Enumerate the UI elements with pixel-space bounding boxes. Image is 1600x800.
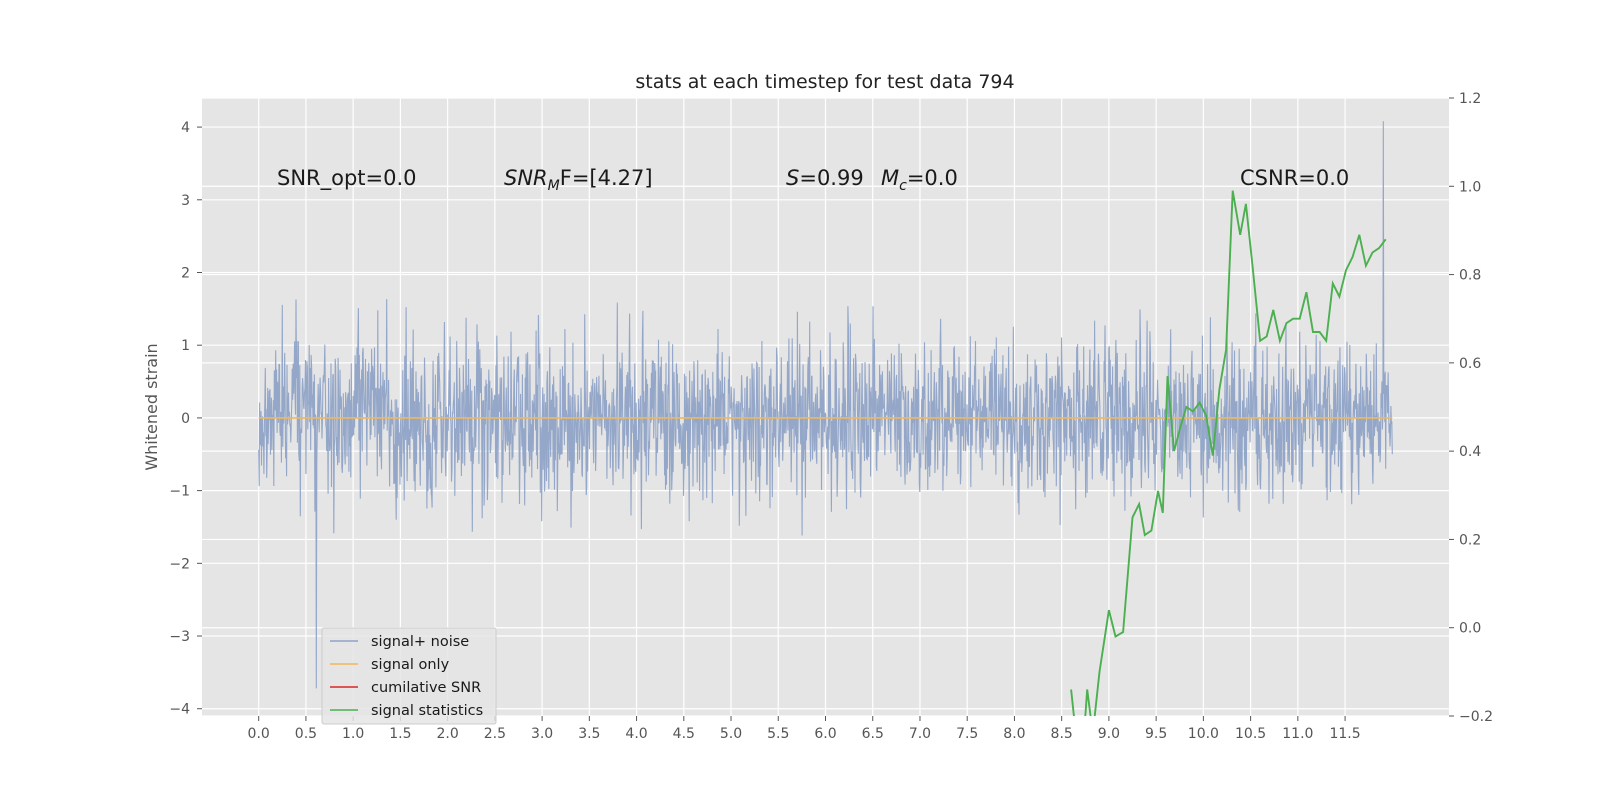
legend-label-signal-statistics: signal statistics <box>371 703 483 719</box>
x-tick-label: 7.5 <box>956 726 978 742</box>
x-tick-label: 1.5 <box>389 726 411 742</box>
signal-series-layer <box>258 190 1393 716</box>
annotation-snr-mf: SNRMF=[4.27] <box>504 166 653 194</box>
y2-tick-label: 1.0 <box>1459 179 1481 195</box>
signal-plus-noise-series <box>258 121 1393 689</box>
annotation-mc-sub: c <box>899 178 907 194</box>
axes-layer: 0.0 0.5 1.0 1.5 2.0 2.5 3.0 3.5 4.0 4.5 5.0 5.5 6.0 6… <box>169 91 1493 742</box>
x-tick-label: 2.5 <box>484 726 506 742</box>
y-tick-label: −1 <box>169 484 190 500</box>
x-tick-label: 1.0 <box>342 726 364 742</box>
x-tick-label: 3.0 <box>531 726 553 742</box>
annotation-mc: Mc=0.0 <box>881 166 958 194</box>
annotation-snr-mf-snr: SNR <box>504 166 548 190</box>
annotation-mc-value: =0.0 <box>907 166 958 190</box>
x-tick-label: 2.0 <box>436 726 458 742</box>
x-tick-label: 11.5 <box>1329 726 1360 742</box>
y2-tick-label: 1.2 <box>1459 91 1481 107</box>
y2-tick-label: −0.2 <box>1459 709 1493 725</box>
annotation-s-value: =0.99 <box>799 166 863 190</box>
annotation-s-symbol: S <box>786 166 799 190</box>
x-tick-label: 8.0 <box>1003 726 1025 742</box>
x-tick-label: 4.5 <box>673 726 695 742</box>
annotation-snr-mf-sub: M <box>548 178 560 194</box>
y-tick-label: −3 <box>169 629 190 645</box>
x-tick-label: 11.0 <box>1282 726 1313 742</box>
y2-tick-label: 0.0 <box>1459 621 1481 637</box>
y-tick-label: −4 <box>169 702 190 718</box>
legend: signal+ noise signal only cumilative SNR… <box>321 627 497 725</box>
y-tick-label: 1 <box>181 338 190 354</box>
annotation-csnr: CSNR=0.0 <box>1240 166 1349 190</box>
y-axis-label: Whitened strain <box>142 343 161 470</box>
y-tick-label: 2 <box>181 265 190 281</box>
x-tick-label: 8.5 <box>1051 726 1073 742</box>
annotation-s: S=0.99 <box>786 166 864 190</box>
x-tick-label: 3.5 <box>578 726 600 742</box>
legend-label-signal-noise: signal+ noise <box>371 634 469 650</box>
annotation-snr-opt: SNR_opt=0.0 <box>277 166 417 191</box>
y2-tick-label: 0.4 <box>1459 444 1481 460</box>
legend-label-cumulative-snr: cumilative SNR <box>371 680 481 696</box>
y2-tick-label: 0.6 <box>1459 356 1481 372</box>
chart-title: stats at each timestep for test data 794 <box>635 71 1014 93</box>
x-tick-label: 7.0 <box>909 726 931 742</box>
x-tick-label: 10.5 <box>1235 726 1266 742</box>
legend-label-signal-only: signal only <box>371 657 450 673</box>
x-tick-label: 6.5 <box>862 726 884 742</box>
y-tick-label: 4 <box>181 120 190 136</box>
y-tick-label: −2 <box>169 556 190 572</box>
legend-box <box>321 627 497 725</box>
x-tick-label: 5.0 <box>720 726 742 742</box>
x-tick-label: 5.5 <box>767 726 789 742</box>
annotation-mc-symbol: M <box>881 166 899 190</box>
x-tick-label: 9.0 <box>1098 726 1120 742</box>
x-tick-label: 4.0 <box>625 726 647 742</box>
y2-tick-label: 0.2 <box>1459 532 1481 548</box>
y2-tick-label: 0.8 <box>1459 268 1481 284</box>
annotation-snr-mf-value: F=[4.27] <box>560 166 653 190</box>
x-tick-label: 10.0 <box>1188 726 1219 742</box>
x-tick-label: 9.5 <box>1145 726 1167 742</box>
y-tick-label: 0 <box>181 411 190 427</box>
y-tick-label: 3 <box>181 193 190 209</box>
x-tick-label: 0.5 <box>295 726 317 742</box>
signal-statistics-line <box>1070 190 1387 716</box>
signal-plus-noise-line <box>258 121 1393 689</box>
x-tick-label: 6.0 <box>814 726 836 742</box>
x-tick-label: 0.0 <box>248 726 270 742</box>
